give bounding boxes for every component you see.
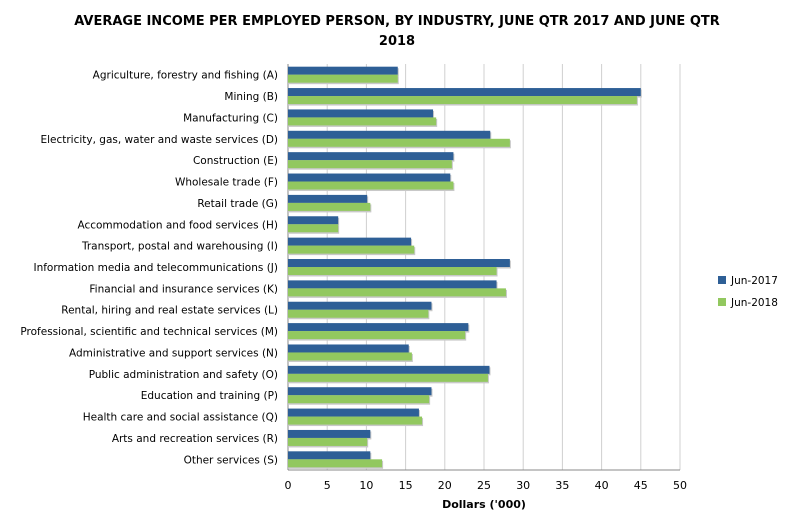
bar-jun-2017	[288, 194, 368, 203]
bar-jun-2018	[288, 459, 383, 468]
category-label: Public administration and safety (O)	[89, 369, 278, 381]
category-label: Wholesale trade (F)	[175, 177, 278, 189]
x-tick-label: 15	[399, 479, 413, 492]
bar-jun-2017	[288, 387, 432, 396]
category-label: Administrative and support services (N)	[69, 347, 278, 359]
category-label: Rental, hiring and real estate services …	[61, 305, 278, 317]
bar-jun-2017	[288, 152, 454, 161]
category-label: Transport, postal and warehousing (I)	[81, 241, 278, 253]
x-tick-label: 0	[285, 479, 292, 492]
x-tick-label: 40	[595, 479, 609, 492]
bar-jun-2017	[288, 408, 419, 417]
bar-jun-2018	[288, 117, 437, 126]
x-tick-label: 10	[359, 479, 373, 492]
bar-jun-2018	[288, 416, 423, 425]
bar-jun-2018	[288, 395, 430, 404]
bar-jun-2018	[288, 202, 371, 211]
bar-jun-2017	[288, 451, 371, 460]
bar-jun-2017	[288, 323, 469, 332]
bar-jun-2017	[288, 280, 497, 289]
bar-jun-2017	[288, 173, 451, 182]
category-label: Construction (E)	[193, 155, 278, 167]
x-axis-label: Dollars ('000)	[442, 498, 526, 511]
category-label: Mining (B)	[224, 91, 278, 103]
bar-jun-2017	[288, 66, 398, 75]
category-label: Professional, scientific and technical s…	[20, 326, 278, 338]
bar-jun-2018	[288, 288, 506, 297]
category-label: Accommodation and food services (H)	[77, 219, 278, 231]
category-label: Electricity, gas, water and waste servic…	[40, 134, 278, 146]
category-label: Health care and social assistance (Q)	[83, 412, 278, 424]
x-tick-label: 45	[634, 479, 648, 492]
legend-swatch	[718, 276, 726, 284]
bar-jun-2018	[288, 96, 637, 105]
bar-jun-2018	[288, 138, 510, 147]
bar-jun-2017	[288, 237, 412, 246]
bar-jun-2017	[288, 130, 491, 139]
category-label: Manufacturing (C)	[183, 112, 278, 124]
legend-swatch	[718, 298, 726, 306]
bar-jun-2017	[288, 344, 409, 353]
bar-jun-2017	[288, 216, 339, 225]
legend-label: Jun-2017	[730, 275, 778, 287]
bar-jun-2017	[288, 109, 434, 118]
x-tick-label: 25	[477, 479, 491, 492]
bar-jun-2018	[288, 331, 466, 340]
bar-jun-2018	[288, 309, 429, 318]
bar-jun-2017	[288, 429, 371, 438]
legend-label: Jun-2018	[730, 297, 778, 309]
category-label: Agriculture, forestry and fishing (A)	[93, 70, 278, 82]
x-tick-label: 30	[516, 479, 530, 492]
category-label: Arts and recreation services (R)	[112, 433, 278, 445]
x-tick-label: 5	[324, 479, 331, 492]
bar-jun-2017	[288, 259, 510, 267]
bar-jun-2018	[288, 74, 398, 83]
bar-jun-2018	[288, 245, 415, 254]
x-tick-label: 50	[673, 479, 687, 492]
chart-title-line-2: 2018	[379, 34, 415, 49]
chart-title-line-1: AVERAGE INCOME PER EMPLOYED PERSON, BY I…	[74, 14, 720, 29]
category-label: Financial and insurance services (K)	[89, 283, 278, 295]
bar-jun-2018	[288, 267, 497, 275]
bar-jun-2018	[288, 181, 454, 190]
bar-jun-2018	[288, 437, 368, 446]
bar-jun-2018	[288, 373, 488, 382]
bar-jun-2017	[288, 365, 490, 374]
bar-jun-2017	[288, 88, 641, 97]
category-label: Retail trade (G)	[197, 198, 278, 210]
bar-jun-2017	[288, 301, 432, 310]
bar-jun-2018	[288, 352, 412, 361]
category-label: Other services (S)	[184, 454, 278, 466]
x-tick-label: 20	[438, 479, 452, 492]
category-label: Education and training (P)	[141, 390, 278, 402]
category-label: Information media and telecommunications…	[33, 262, 278, 274]
x-tick-label: 35	[555, 479, 569, 492]
bar-jun-2018	[288, 224, 339, 233]
bar-jun-2018	[288, 160, 452, 169]
